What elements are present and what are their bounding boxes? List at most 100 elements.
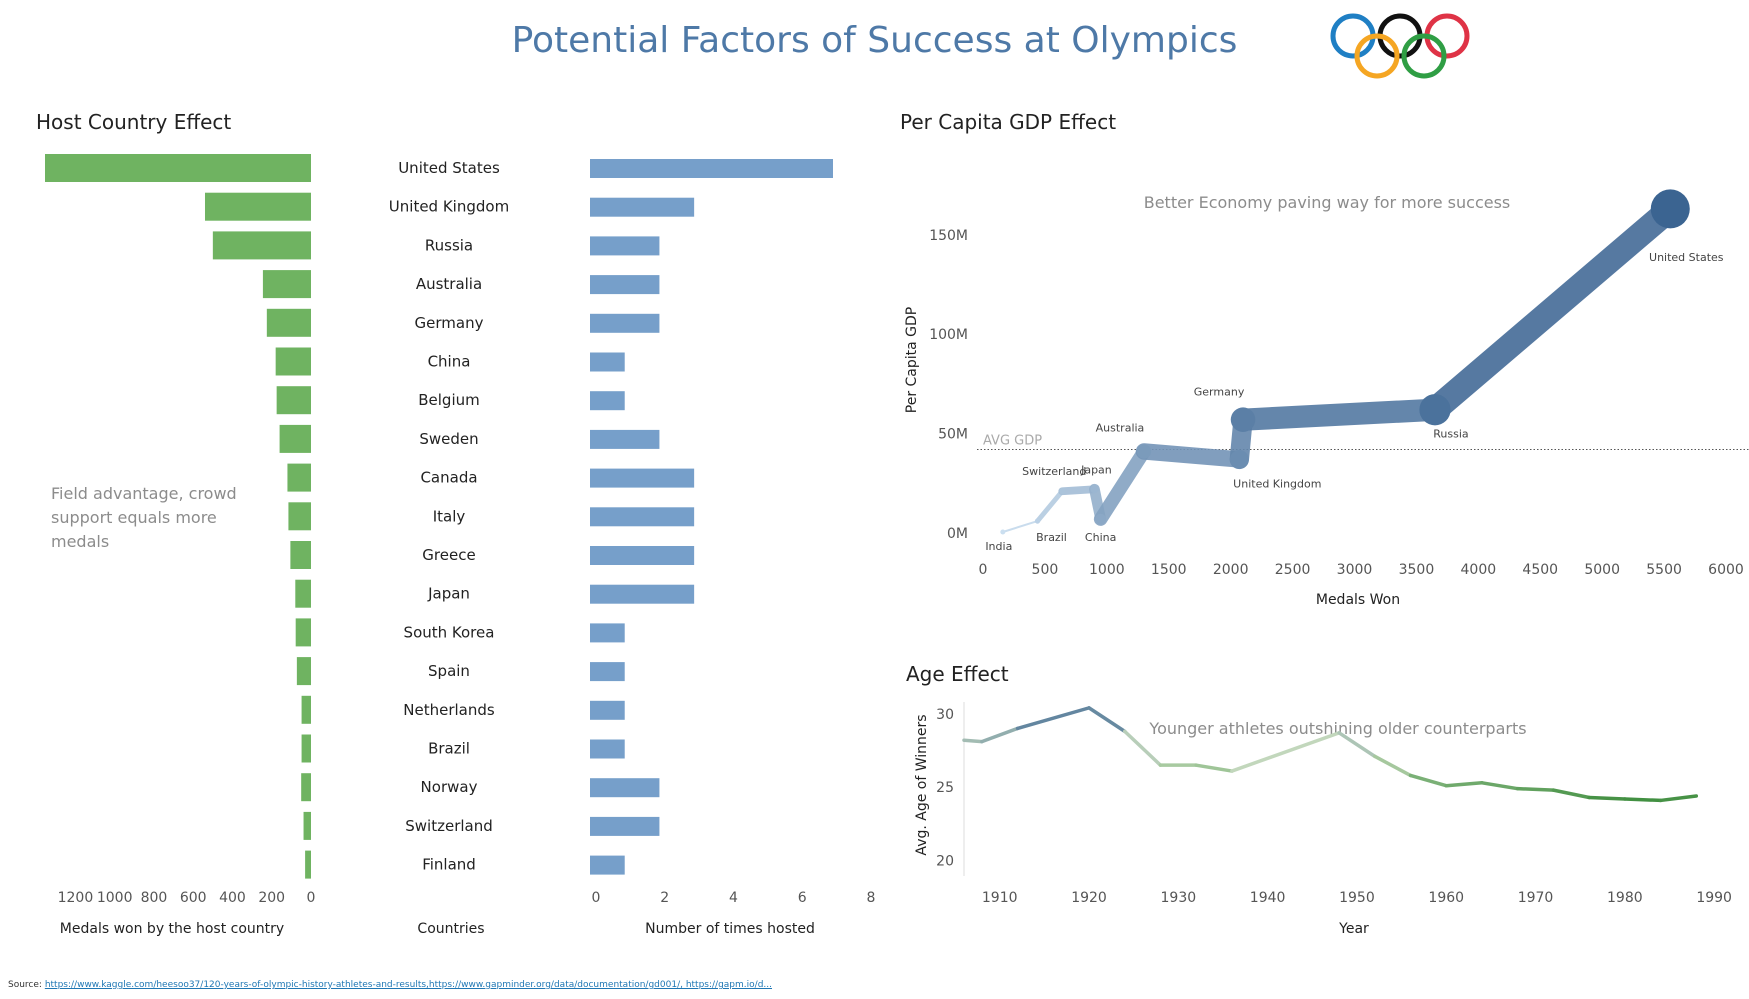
host-medals-bar-brazil xyxy=(301,734,311,763)
gdp-point-label-brazil: Brazil xyxy=(1036,531,1067,544)
country-label-canada: Canada xyxy=(420,469,477,487)
gdp-point-united-kingdom xyxy=(1229,449,1249,469)
gdp-point-united-states xyxy=(1650,189,1690,229)
gdp-x-tick: 2500 xyxy=(1275,562,1311,578)
times-hosted-tick: 2 xyxy=(660,890,669,906)
country-label-sweden: Sweden xyxy=(419,430,478,448)
times-hosted-tick: 8 xyxy=(866,890,875,906)
age-line-segment xyxy=(1623,797,1663,803)
gdp-point-label-japan: Japan xyxy=(1080,463,1112,476)
age-line-segment xyxy=(1337,731,1377,759)
gdp-x-tick: 3500 xyxy=(1399,562,1435,578)
times-hosted-bar-canada xyxy=(590,468,695,488)
age-chart: Younger athletes outshining older counte… xyxy=(914,702,1732,937)
host-medals-tick: 0 xyxy=(307,890,316,906)
gdp-x-tick: 4000 xyxy=(1461,562,1497,578)
host-medals-bar-switzerland xyxy=(303,811,311,840)
host-annotation: Field advantage, crowd support equals mo… xyxy=(51,484,237,551)
gdp-x-tick: 1000 xyxy=(1089,562,1125,578)
country-label-china: China xyxy=(428,353,471,371)
age-x-tick: 1990 xyxy=(1696,890,1732,906)
gdp-segment xyxy=(1231,398,1447,431)
gdp-x-tick: 2000 xyxy=(1213,562,1249,578)
source-label: Source: xyxy=(8,980,42,990)
host-medals-bar-united-states xyxy=(45,154,311,182)
age-line-segment xyxy=(1373,754,1413,778)
gdp-segment xyxy=(1001,520,1039,534)
countries-axis-label: Countries xyxy=(417,921,484,937)
age-annotation: Younger athletes outshining older counte… xyxy=(1148,719,1526,738)
avg-gdp-label: AVG GDP xyxy=(983,433,1042,448)
age-y-axis-label: Avg. Age of Winners xyxy=(914,714,930,855)
gdp-x-tick: 3000 xyxy=(1337,562,1373,578)
country-label-italy: Italy xyxy=(433,507,466,525)
times-hosted-bar-japan xyxy=(590,584,695,604)
source-line: Source: https://www.kaggle.com/heesoo37/… xyxy=(8,980,772,990)
gdp-y-tick: 150M xyxy=(929,228,968,244)
country-label-netherlands: Netherlands xyxy=(403,701,495,719)
age-line-segment xyxy=(1194,763,1234,773)
times-hosted-bar-united-states xyxy=(590,159,833,178)
country-label-switzerland: Switzerland xyxy=(405,817,493,835)
host-medals-bar-italy xyxy=(288,502,311,531)
gdp-point-label-united-kingdom: United Kingdom xyxy=(1233,477,1321,490)
host-medals-bar-russia xyxy=(212,231,311,260)
age-y-tick: 25 xyxy=(936,780,954,796)
country-label-greece: Greece xyxy=(422,546,475,564)
times-hosted-bar-germany xyxy=(590,313,660,333)
times-hosted-tick: 0 xyxy=(592,890,601,906)
gdp-point-germany xyxy=(1230,407,1256,432)
host-medals-tick: 400 xyxy=(219,890,246,906)
gdp-point-label-switzerland: Switzerland xyxy=(1022,465,1086,478)
gdp-point-switzerland xyxy=(1059,488,1066,495)
age-x-tick: 1910 xyxy=(982,890,1018,906)
times-hosted-axis-label: Number of times hosted xyxy=(645,921,815,937)
gdp-point-label-india: India xyxy=(985,540,1012,553)
gdp-segment xyxy=(1035,488,1065,524)
gdp-x-tick: 5000 xyxy=(1584,562,1620,578)
times-hosted-bar-finland xyxy=(590,855,625,875)
age-line-segment xyxy=(1551,788,1591,800)
gdp-segment xyxy=(1093,444,1151,526)
host-section-title: Host Country Effect xyxy=(36,110,232,134)
dashboard-title: Potential Factors of Success at Olympics xyxy=(511,20,1238,61)
gdp-x-tick: 4500 xyxy=(1522,562,1558,578)
host-medals-tick: 1200 xyxy=(58,890,94,906)
times-hosted-bar-switzerland xyxy=(590,816,660,836)
age-line-segment xyxy=(1122,729,1163,767)
age-line-segment xyxy=(1480,781,1520,791)
times-hosted-bar-brazil xyxy=(590,739,625,759)
gdp-segment xyxy=(1058,485,1099,496)
gdp-x-tick: 6000 xyxy=(1708,562,1744,578)
country-label-japan: Japan xyxy=(427,585,470,603)
times-hosted-tick: 6 xyxy=(798,890,807,906)
age-x-axis-label: Year xyxy=(1338,921,1369,937)
gdp-point-label-russia: Russia xyxy=(1433,428,1468,441)
age-line-segment xyxy=(1408,773,1448,788)
source-links[interactable]: https://www.kaggle.com/heesoo37/120-year… xyxy=(44,980,772,990)
gdp-point-label-china: China xyxy=(1085,531,1116,544)
host-medals-bar-japan xyxy=(295,579,311,608)
country-label-spain: Spain xyxy=(428,662,470,680)
host-medals-tick: 200 xyxy=(258,890,285,906)
host-medals-tick: 1000 xyxy=(97,890,133,906)
country-label-belgium: Belgium xyxy=(418,391,480,409)
host-medals-bar-united-kingdom xyxy=(204,192,311,221)
age-y-tick: 30 xyxy=(936,707,954,723)
gdp-point-russia xyxy=(1419,394,1451,426)
times-hosted-bar-russia xyxy=(590,236,660,256)
times-hosted-bar-sweden xyxy=(590,429,660,449)
country-label-finland: Finland xyxy=(422,856,476,874)
gdp-point-india xyxy=(1000,529,1006,535)
gdp-point-brazil xyxy=(1034,518,1041,524)
age-line-segment xyxy=(980,726,1020,744)
host-medals-tick: 800 xyxy=(141,890,168,906)
age-x-tick: 1960 xyxy=(1428,890,1464,906)
times-hosted-bar-netherlands xyxy=(590,700,625,720)
times-hosted-bar-china xyxy=(590,352,625,372)
times-hosted-bar-united-kingdom xyxy=(590,197,695,217)
gdp-point-australia xyxy=(1136,444,1152,459)
times-hosted-bar-australia xyxy=(590,275,660,295)
host-medals-bar-canada xyxy=(287,463,311,492)
host-medals-bar-belgium xyxy=(276,386,311,415)
